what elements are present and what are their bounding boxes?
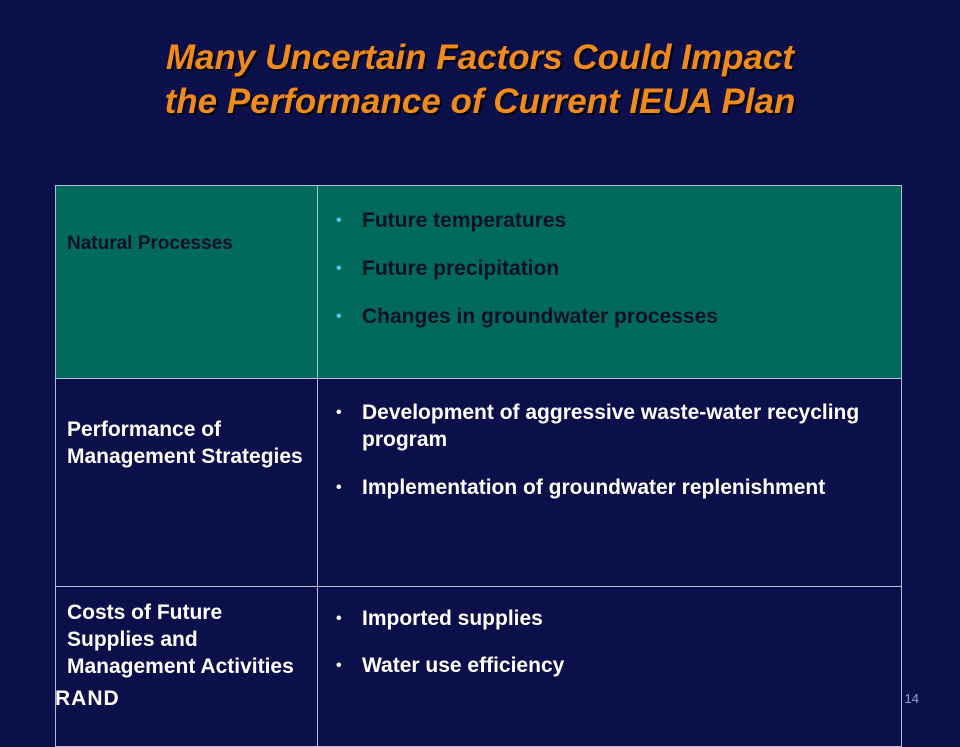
list-item: • Future precipitation — [336, 255, 889, 282]
category-cell: Performance of Management Strategies — [55, 378, 318, 587]
rand-logo: RAND — [55, 687, 120, 710]
bullet-icon: • — [336, 308, 342, 325]
factor-list: • Development of aggressive waste-water r… — [336, 379, 889, 501]
category-cell: Natural Processes — [55, 185, 318, 379]
list-item-text: Future precipitation — [362, 257, 560, 280]
list-item: • Water use efficiency — [336, 652, 889, 679]
items-cell: • Imported supplies • Water use efficiency — [317, 586, 902, 747]
bullet-icon: • — [336, 404, 342, 421]
list-item-text: Development of aggressive waste-water re… — [362, 401, 860, 451]
list-item: • Future temperatures — [336, 207, 889, 234]
table-row: Performance of Management Strategies • De… — [55, 378, 902, 587]
slide-title-line-1: Many Uncertain Factors Could Impact — [165, 38, 795, 77]
slide-title: Many Uncertain Factors Could Impact the … — [0, 36, 960, 124]
bullet-icon: • — [336, 479, 342, 496]
list-item: • Changes in groundwater processes — [336, 303, 889, 330]
list-item-text: Changes in groundwater processes — [362, 305, 718, 328]
table-row: Costs of Future Supplies and Management … — [55, 586, 902, 747]
bullet-icon: • — [336, 212, 342, 229]
slide-title-line-2: the Performance of Current IEUA Plan — [164, 82, 796, 121]
list-item-text: Implementation of groundwater replenishm… — [362, 476, 826, 499]
list-item-text: Imported supplies — [362, 607, 543, 630]
page-number: 14 — [904, 691, 919, 706]
list-item: • Development of aggressive waste-water r… — [336, 399, 889, 453]
bullet-icon: • — [336, 610, 342, 627]
list-item-text: Future temperatures — [362, 209, 567, 232]
category-cell: Costs of Future Supplies and Management … — [55, 586, 318, 747]
uncertain-factors-table: Natural Processes • Future temperatures •… — [55, 185, 902, 747]
items-cell: • Future temperatures • Future precipitati… — [317, 185, 902, 379]
factor-list: • Imported supplies • Water use efficiency — [336, 587, 889, 679]
factor-list: • Future temperatures • Future precipitati… — [336, 186, 889, 330]
bullet-icon: • — [336, 657, 342, 674]
table-row: Natural Processes • Future temperatures •… — [55, 185, 902, 379]
list-item: • Implementation of groundwater replenish… — [336, 474, 889, 501]
items-cell: • Development of aggressive waste-water r… — [317, 378, 902, 587]
bullet-icon: • — [336, 260, 342, 277]
list-item: • Imported supplies — [336, 605, 889, 632]
list-item-text: Water use efficiency — [362, 654, 565, 677]
